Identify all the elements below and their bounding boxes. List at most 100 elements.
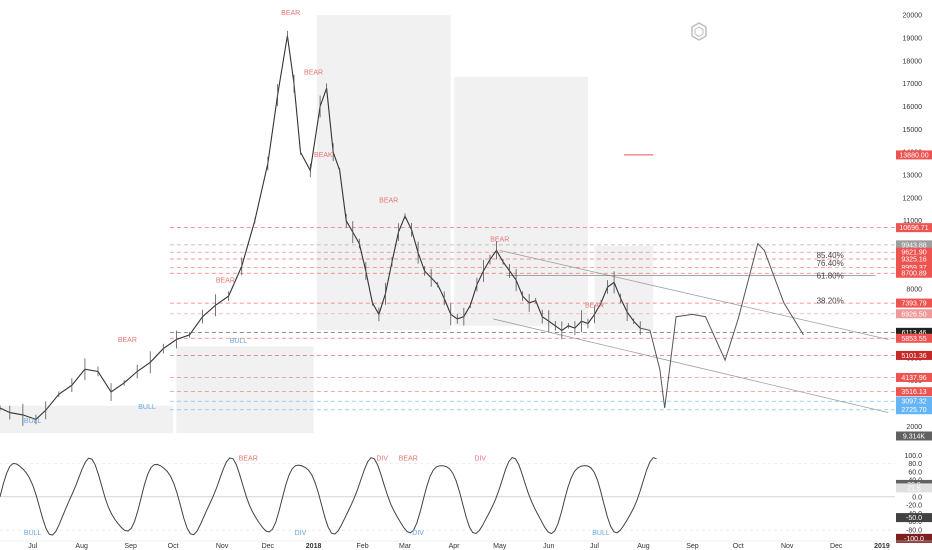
price-tag-label: 8700.89 (901, 271, 926, 278)
hexagon-logo-icon (691, 22, 707, 41)
osc-signal-bear: BEAR (399, 455, 418, 462)
osc-signal-bull: BULL (24, 530, 42, 537)
price-tag-label: 4137.96 (901, 375, 926, 382)
x-tick-label: Jun (543, 543, 554, 550)
shaded-zones (0, 15, 654, 434)
price-tag-label: 8959.37 (901, 265, 926, 272)
signal-label-bear: BEAR (216, 277, 235, 284)
x-tick-label: Nov (216, 543, 229, 550)
price-tag (896, 327, 932, 337)
y-tick-label: 12000 (903, 195, 923, 202)
osc-signal-bull: BULL (592, 530, 610, 537)
osc-tag-label: 21.5 (907, 485, 921, 492)
signal-label-bear: BEAR (281, 10, 300, 17)
price-tag-label: 10696.71 (899, 225, 928, 232)
price-tag (896, 262, 932, 272)
price-tag-label: 5101.36 (901, 353, 926, 360)
price-series (0, 30, 804, 426)
shaded-zone (594, 245, 654, 331)
x-tick-label: Sep (124, 543, 137, 550)
price-tag-label: 3097.32 (901, 399, 926, 406)
osc-tick-label: -60.0 (906, 519, 922, 526)
osc-tick-label: 100.0 (904, 453, 922, 460)
osc-signal-bull: DIV (412, 530, 424, 537)
price-tag (896, 268, 932, 278)
oscillator-pane: BULL BEAR DIV BEAR DIV DIV DIV BULL 100.080.060.… (0, 431, 932, 543)
price-tag-label: 9325.16 (901, 256, 926, 263)
price-axis[interactable]: 2000300040005000600070008000900010000110… (896, 13, 932, 431)
price-tag-label: 2725.70 (901, 407, 926, 414)
x-tick-label: Sep (686, 543, 699, 550)
price-tag (896, 387, 932, 397)
y-tick-label: 20000 (903, 13, 923, 20)
price-tag (896, 350, 932, 360)
price-tag (896, 223, 932, 233)
price-tag-label: 6113.46 (902, 330, 927, 337)
price-tag (896, 247, 932, 257)
osc-tag-label: 9.314K (903, 434, 926, 441)
x-tick-label: Nov (781, 543, 794, 550)
osc-tick-label: 60.0 (908, 469, 922, 476)
trend-line-upper (499, 250, 889, 340)
price-tag-label: 9943.88 (901, 242, 926, 249)
projection-line (640, 242, 804, 409)
x-tick-label: Oct (733, 543, 744, 550)
trend-lines (493, 250, 889, 413)
signal-label-bear: BEAR (379, 197, 398, 204)
y-tick-label: 19000 (903, 35, 923, 42)
signal-label-bear: BEAR (490, 236, 509, 243)
osc-tag-label: -50.0 (906, 515, 922, 522)
fib-levels: 85.40%76.40% 61.80% 38.20% (817, 251, 844, 306)
x-tick-label: Aug (637, 543, 650, 550)
fib-label: 38.20% (817, 297, 844, 306)
price-tag-label: 6926.50 (901, 311, 926, 318)
y-tick-label: 18000 (903, 58, 923, 65)
y-tick-label: 8000 (906, 287, 922, 294)
price-tag (896, 372, 932, 382)
signal-label-bull: BULL (24, 418, 42, 425)
osc-tag (896, 533, 932, 543)
x-tick-label: 2018 (306, 543, 322, 550)
x-tick-label: 2019 (874, 543, 890, 550)
osc-tag-label: -100.0 (904, 536, 924, 543)
x-tick-label: Aug (75, 543, 88, 550)
osc-tick-label: 80.0 (908, 461, 922, 468)
horizontal-levels (169, 154, 895, 411)
osc-signal-bear: BEAR (239, 455, 258, 462)
osc-tag (896, 431, 932, 441)
time-axis[interactable]: Jul Aug Sep Oct Nov Dec 2018 Feb Mar Apr May Jun Jul… (0, 540, 932, 550)
y-tick-label: 11000 (903, 218, 922, 225)
y-tick-label: 2000 (906, 424, 922, 431)
osc-tick-label: -80.0 (906, 528, 922, 535)
y-tick-label: 15000 (903, 127, 923, 134)
price-tag (896, 405, 932, 415)
price-tag-label: 9621.90 (901, 250, 926, 257)
fib-label: 76.40% (817, 259, 844, 268)
shaded-zone (0, 405, 174, 434)
fib-label: 61.80% (817, 272, 844, 281)
price-tag (896, 240, 932, 250)
shaded-zone (454, 76, 588, 326)
x-tick-label: May (493, 543, 507, 550)
osc-signal-bull: DIV (295, 530, 307, 537)
osc-tag (896, 513, 932, 523)
signal-label-bear: BEAK (314, 152, 333, 159)
x-tick-label: Jul (590, 543, 599, 550)
osc-signal-bear: DIV (474, 455, 486, 462)
oscillator-line (0, 457, 657, 536)
x-tick-label: Jul (28, 543, 37, 550)
price-tag (896, 333, 932, 343)
x-tick-label: Oct (168, 543, 179, 550)
price-tag-label: 7393.79 (901, 301, 926, 308)
signal-label-bear: BEAR (118, 337, 137, 344)
y-tick-label: 13000 (903, 173, 923, 180)
signal-label-bear: BEAR (585, 303, 604, 310)
shaded-zone (316, 15, 451, 331)
osc-signal-bear: DIV (376, 455, 388, 462)
y-tick-label: 16000 (903, 104, 923, 111)
x-tick-label: Feb (357, 543, 369, 550)
signal-label-bull: BULL (138, 404, 156, 411)
x-tick-label: Dec (830, 543, 843, 550)
price-tag-label: 13880.00 (899, 152, 928, 159)
